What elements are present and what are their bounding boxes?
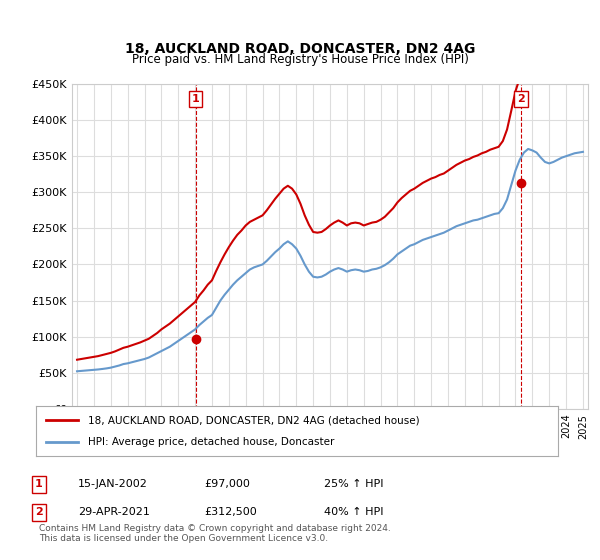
Text: £97,000: £97,000 bbox=[204, 479, 250, 489]
Text: 25% ↑ HPI: 25% ↑ HPI bbox=[324, 479, 383, 489]
Text: 2: 2 bbox=[35, 507, 43, 517]
Text: 18, AUCKLAND ROAD, DONCASTER, DN2 4AG (detached house): 18, AUCKLAND ROAD, DONCASTER, DN2 4AG (d… bbox=[88, 415, 420, 425]
Text: 1: 1 bbox=[192, 94, 200, 104]
Text: 15-JAN-2002: 15-JAN-2002 bbox=[78, 479, 148, 489]
Text: HPI: Average price, detached house, Doncaster: HPI: Average price, detached house, Donc… bbox=[88, 437, 335, 447]
Text: 29-APR-2021: 29-APR-2021 bbox=[78, 507, 150, 517]
Text: 18, AUCKLAND ROAD, DONCASTER, DN2 4AG: 18, AUCKLAND ROAD, DONCASTER, DN2 4AG bbox=[125, 42, 475, 56]
Text: 40% ↑ HPI: 40% ↑ HPI bbox=[324, 507, 383, 517]
Text: Contains HM Land Registry data © Crown copyright and database right 2024.
This d: Contains HM Land Registry data © Crown c… bbox=[39, 524, 391, 543]
Text: £312,500: £312,500 bbox=[204, 507, 257, 517]
Text: 2: 2 bbox=[517, 94, 525, 104]
Text: Price paid vs. HM Land Registry's House Price Index (HPI): Price paid vs. HM Land Registry's House … bbox=[131, 53, 469, 66]
Text: 1: 1 bbox=[35, 479, 43, 489]
